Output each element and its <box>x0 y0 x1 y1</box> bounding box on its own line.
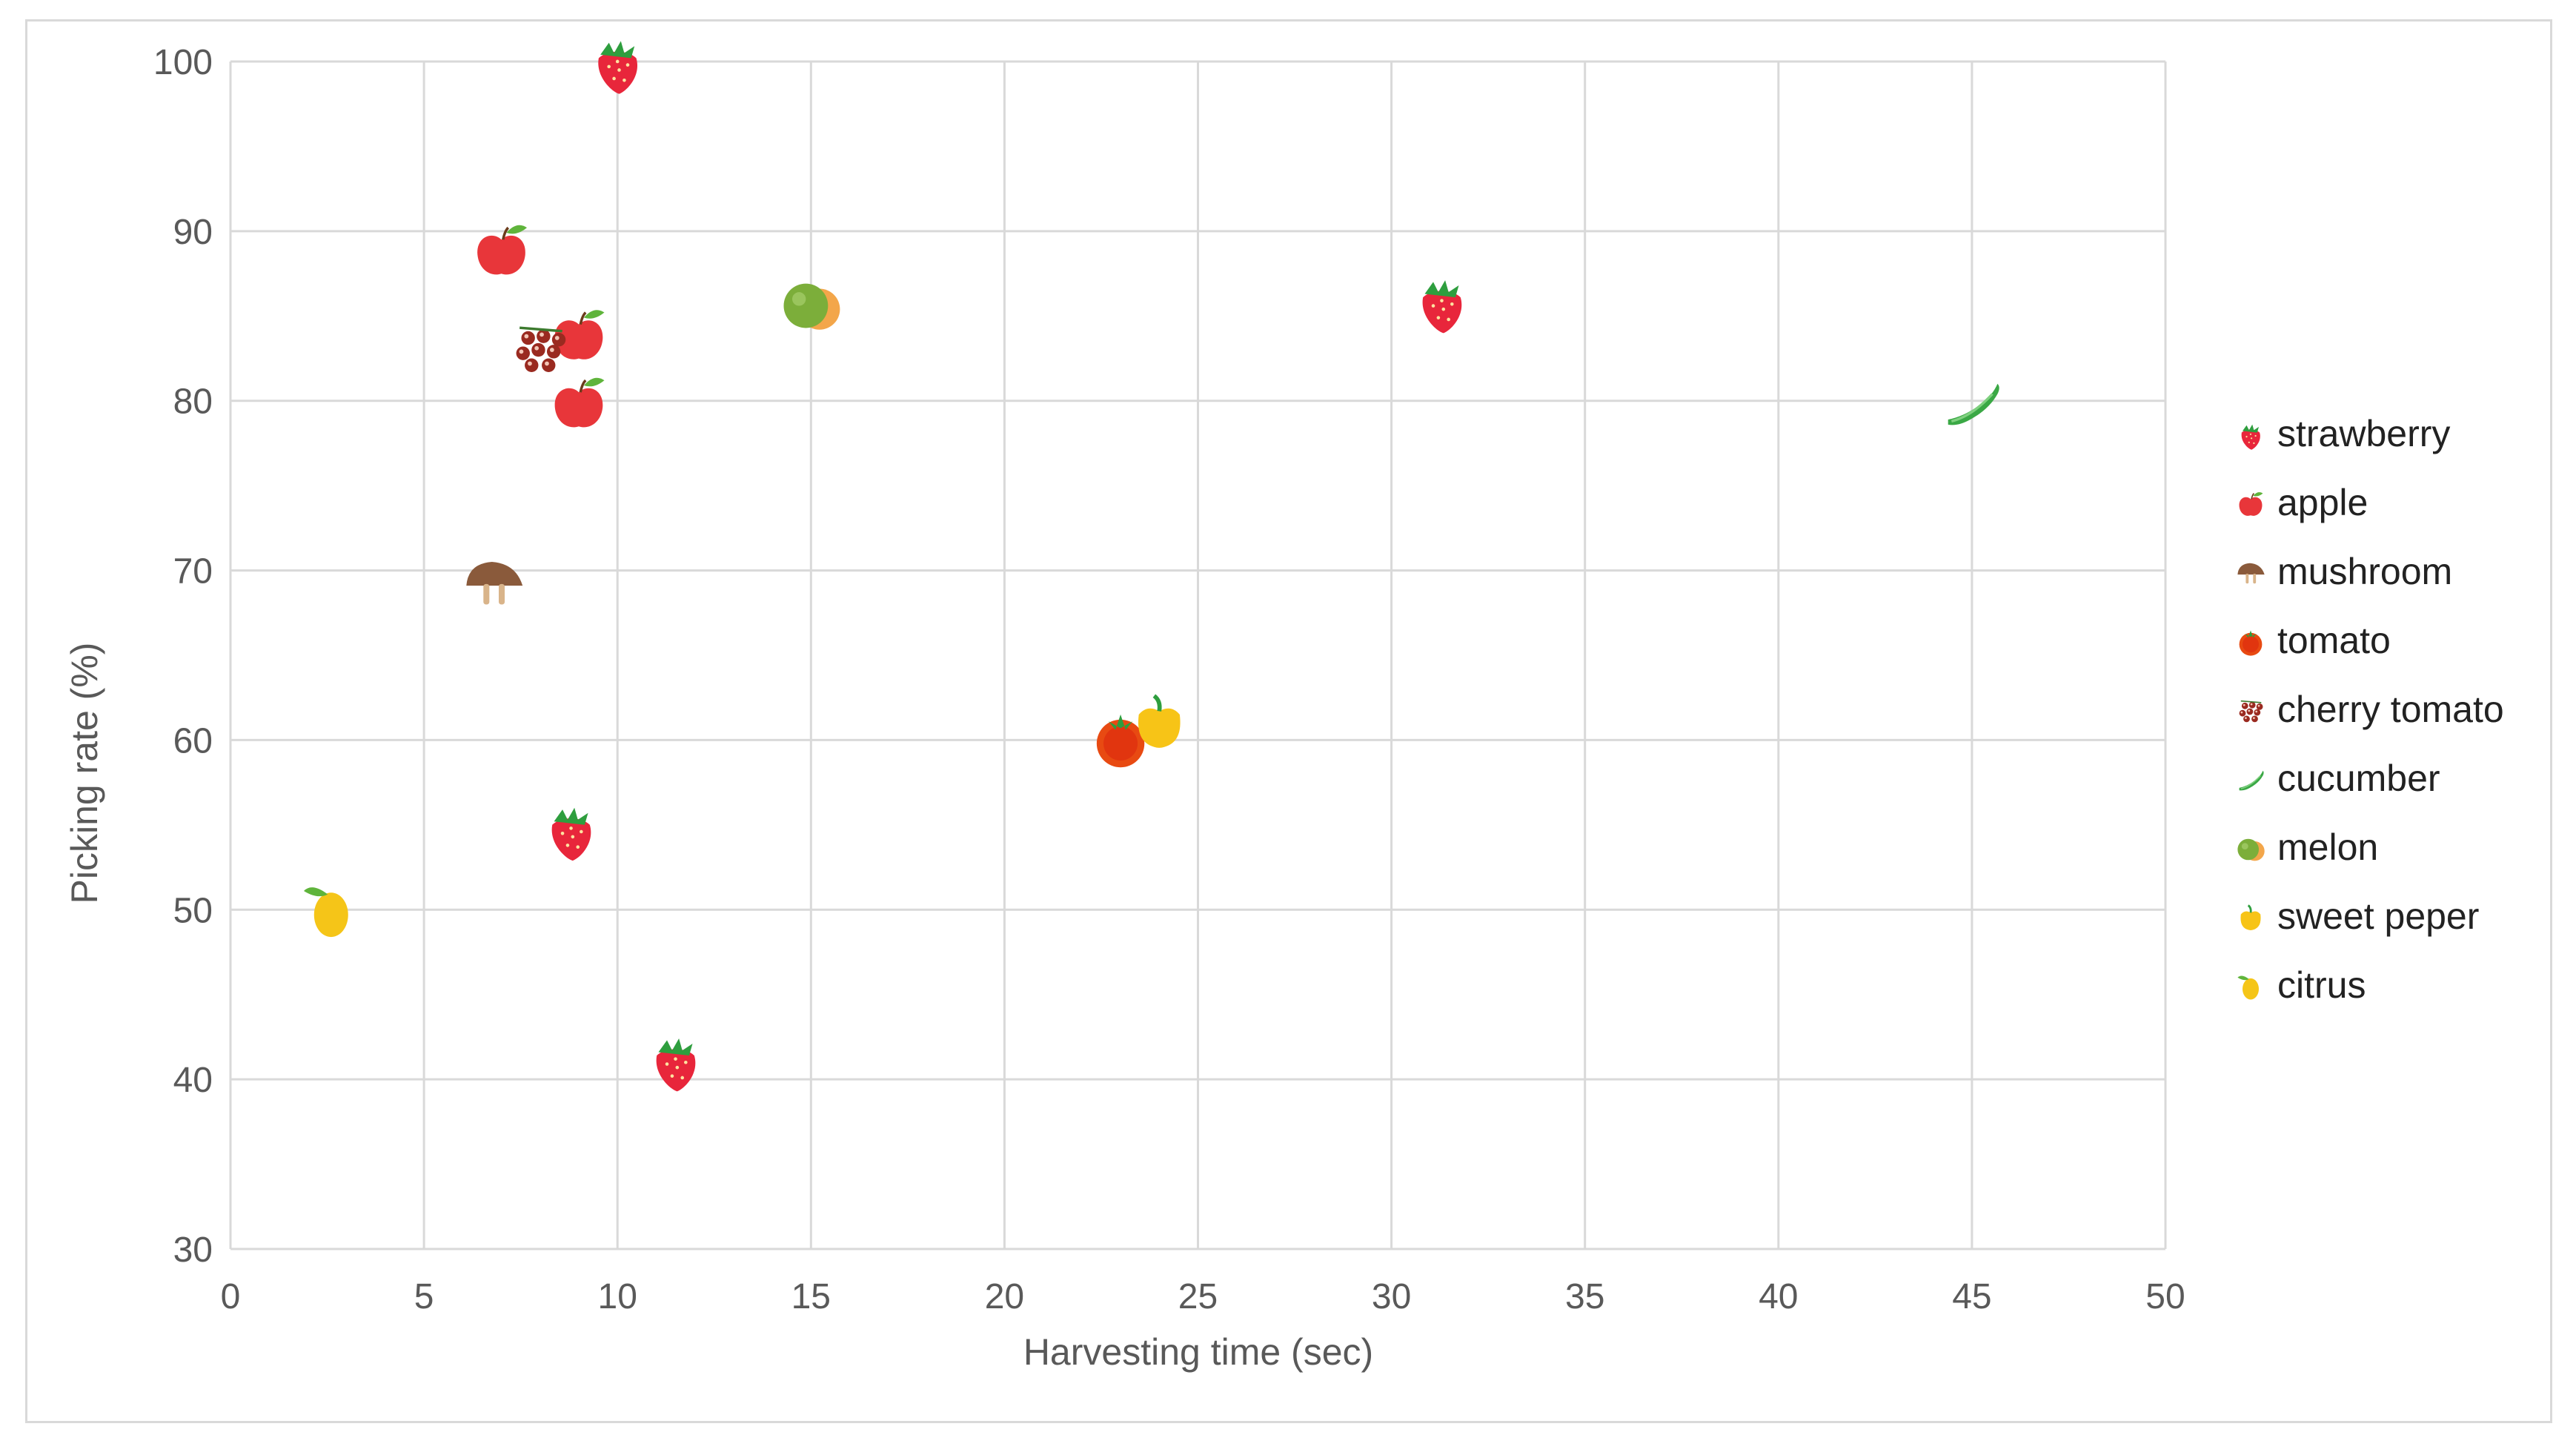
x-tick-label: 10 <box>598 1277 637 1316</box>
legend-item-strawberry: strawberry <box>2241 413 2450 454</box>
x-tick-label: 35 <box>1565 1277 1604 1316</box>
x-tick-label: 15 <box>791 1277 831 1316</box>
legend-item-citrus: citrus <box>2237 964 2366 1006</box>
y-tick-label: 50 <box>173 891 213 930</box>
x-axis-title: Harvesting time (sec) <box>1023 1331 1373 1373</box>
data-point-citrus <box>303 887 348 938</box>
x-axis-ticks: 0 5 10 15 20 25 30 35 40 45 50 <box>221 1277 2185 1316</box>
legend: strawberry apple mushroom tomato cherry toma… <box>2237 413 2504 1006</box>
legend-label: sweet peper <box>2277 895 2479 937</box>
data-point-apple <box>554 310 605 360</box>
y-tick-label: 100 <box>153 43 213 82</box>
data-point-sweet-peper <box>1138 694 1181 748</box>
x-tick-label: 30 <box>1372 1277 1411 1316</box>
data-point-mushroom <box>466 561 523 605</box>
y-tick-label: 60 <box>173 721 213 761</box>
data-point-apple <box>477 225 528 275</box>
y-tick-label: 40 <box>173 1061 213 1100</box>
x-tick-label: 25 <box>1178 1277 1218 1316</box>
x-tick-label: 0 <box>221 1277 241 1316</box>
y-axis-title: Picking rate (%) <box>64 643 105 904</box>
cucumber-icon <box>2239 770 2264 791</box>
legend-item-cucumber: cucumber <box>2239 758 2440 799</box>
legend-label: tomato <box>2277 620 2391 661</box>
legend-item-sweet-peper: sweet peper <box>2240 895 2479 937</box>
data-point-cherry-tomato <box>516 326 566 372</box>
legend-label: cherry tomato <box>2277 689 2504 730</box>
melon-icon <box>2237 838 2265 861</box>
cherry-tomato-icon <box>2239 700 2263 723</box>
x-tick-label: 50 <box>2145 1277 2185 1316</box>
data-point-strawberry <box>1422 280 1462 334</box>
legend-item-melon: melon <box>2237 826 2378 868</box>
chart-frame: 30 40 50 60 70 80 90 100 0 5 10 15 20 25 30 35 40 45 50 H… <box>25 19 2552 1423</box>
data-point-strawberry <box>656 1038 696 1092</box>
x-tick-label: 45 <box>1952 1277 1991 1316</box>
data-point-strawberry <box>598 41 638 94</box>
scatter-chart: 30 40 50 60 70 80 90 100 0 5 10 15 20 25 30 35 40 45 50 H… <box>64 41 2504 1373</box>
legend-item-cherry-tomato: cherry tomato <box>2239 689 2504 730</box>
data-point-tomato <box>1096 714 1145 768</box>
y-tick-label: 70 <box>173 552 213 592</box>
legend-item-mushroom: mushroom <box>2237 551 2452 592</box>
legend-label: mushroom <box>2277 551 2452 592</box>
data-point-apple <box>554 377 605 428</box>
gridlines <box>229 60 2167 1250</box>
legend-item-tomato: tomato <box>2239 620 2391 661</box>
data-point-cucumber <box>1948 383 1999 425</box>
y-tick-label: 80 <box>173 382 213 422</box>
x-tick-label: 40 <box>1759 1277 1798 1316</box>
legend-item-apple: apple <box>2239 482 2368 523</box>
citrus-icon <box>2237 975 2259 1000</box>
legend-label: strawberry <box>2277 413 2450 454</box>
mushroom-icon <box>2237 563 2265 584</box>
legend-label: apple <box>2277 482 2368 523</box>
strawberry-icon <box>2241 424 2260 450</box>
sweet-pepper-icon <box>2240 904 2261 930</box>
tomato-icon <box>2239 630 2263 656</box>
legend-label: cucumber <box>2277 758 2440 799</box>
data-point-melon <box>783 283 840 330</box>
legend-label: melon <box>2277 826 2378 868</box>
data-point-strawberry <box>551 807 591 861</box>
data-points <box>303 41 1999 1092</box>
y-axis-ticks: 30 40 50 60 70 80 90 100 <box>153 43 213 1270</box>
apple-icon <box>2239 492 2263 516</box>
x-tick-label: 5 <box>414 1277 434 1316</box>
legend-label: citrus <box>2277 964 2366 1006</box>
y-tick-label: 90 <box>173 213 213 252</box>
y-tick-label: 30 <box>173 1230 213 1270</box>
x-tick-label: 20 <box>985 1277 1024 1316</box>
